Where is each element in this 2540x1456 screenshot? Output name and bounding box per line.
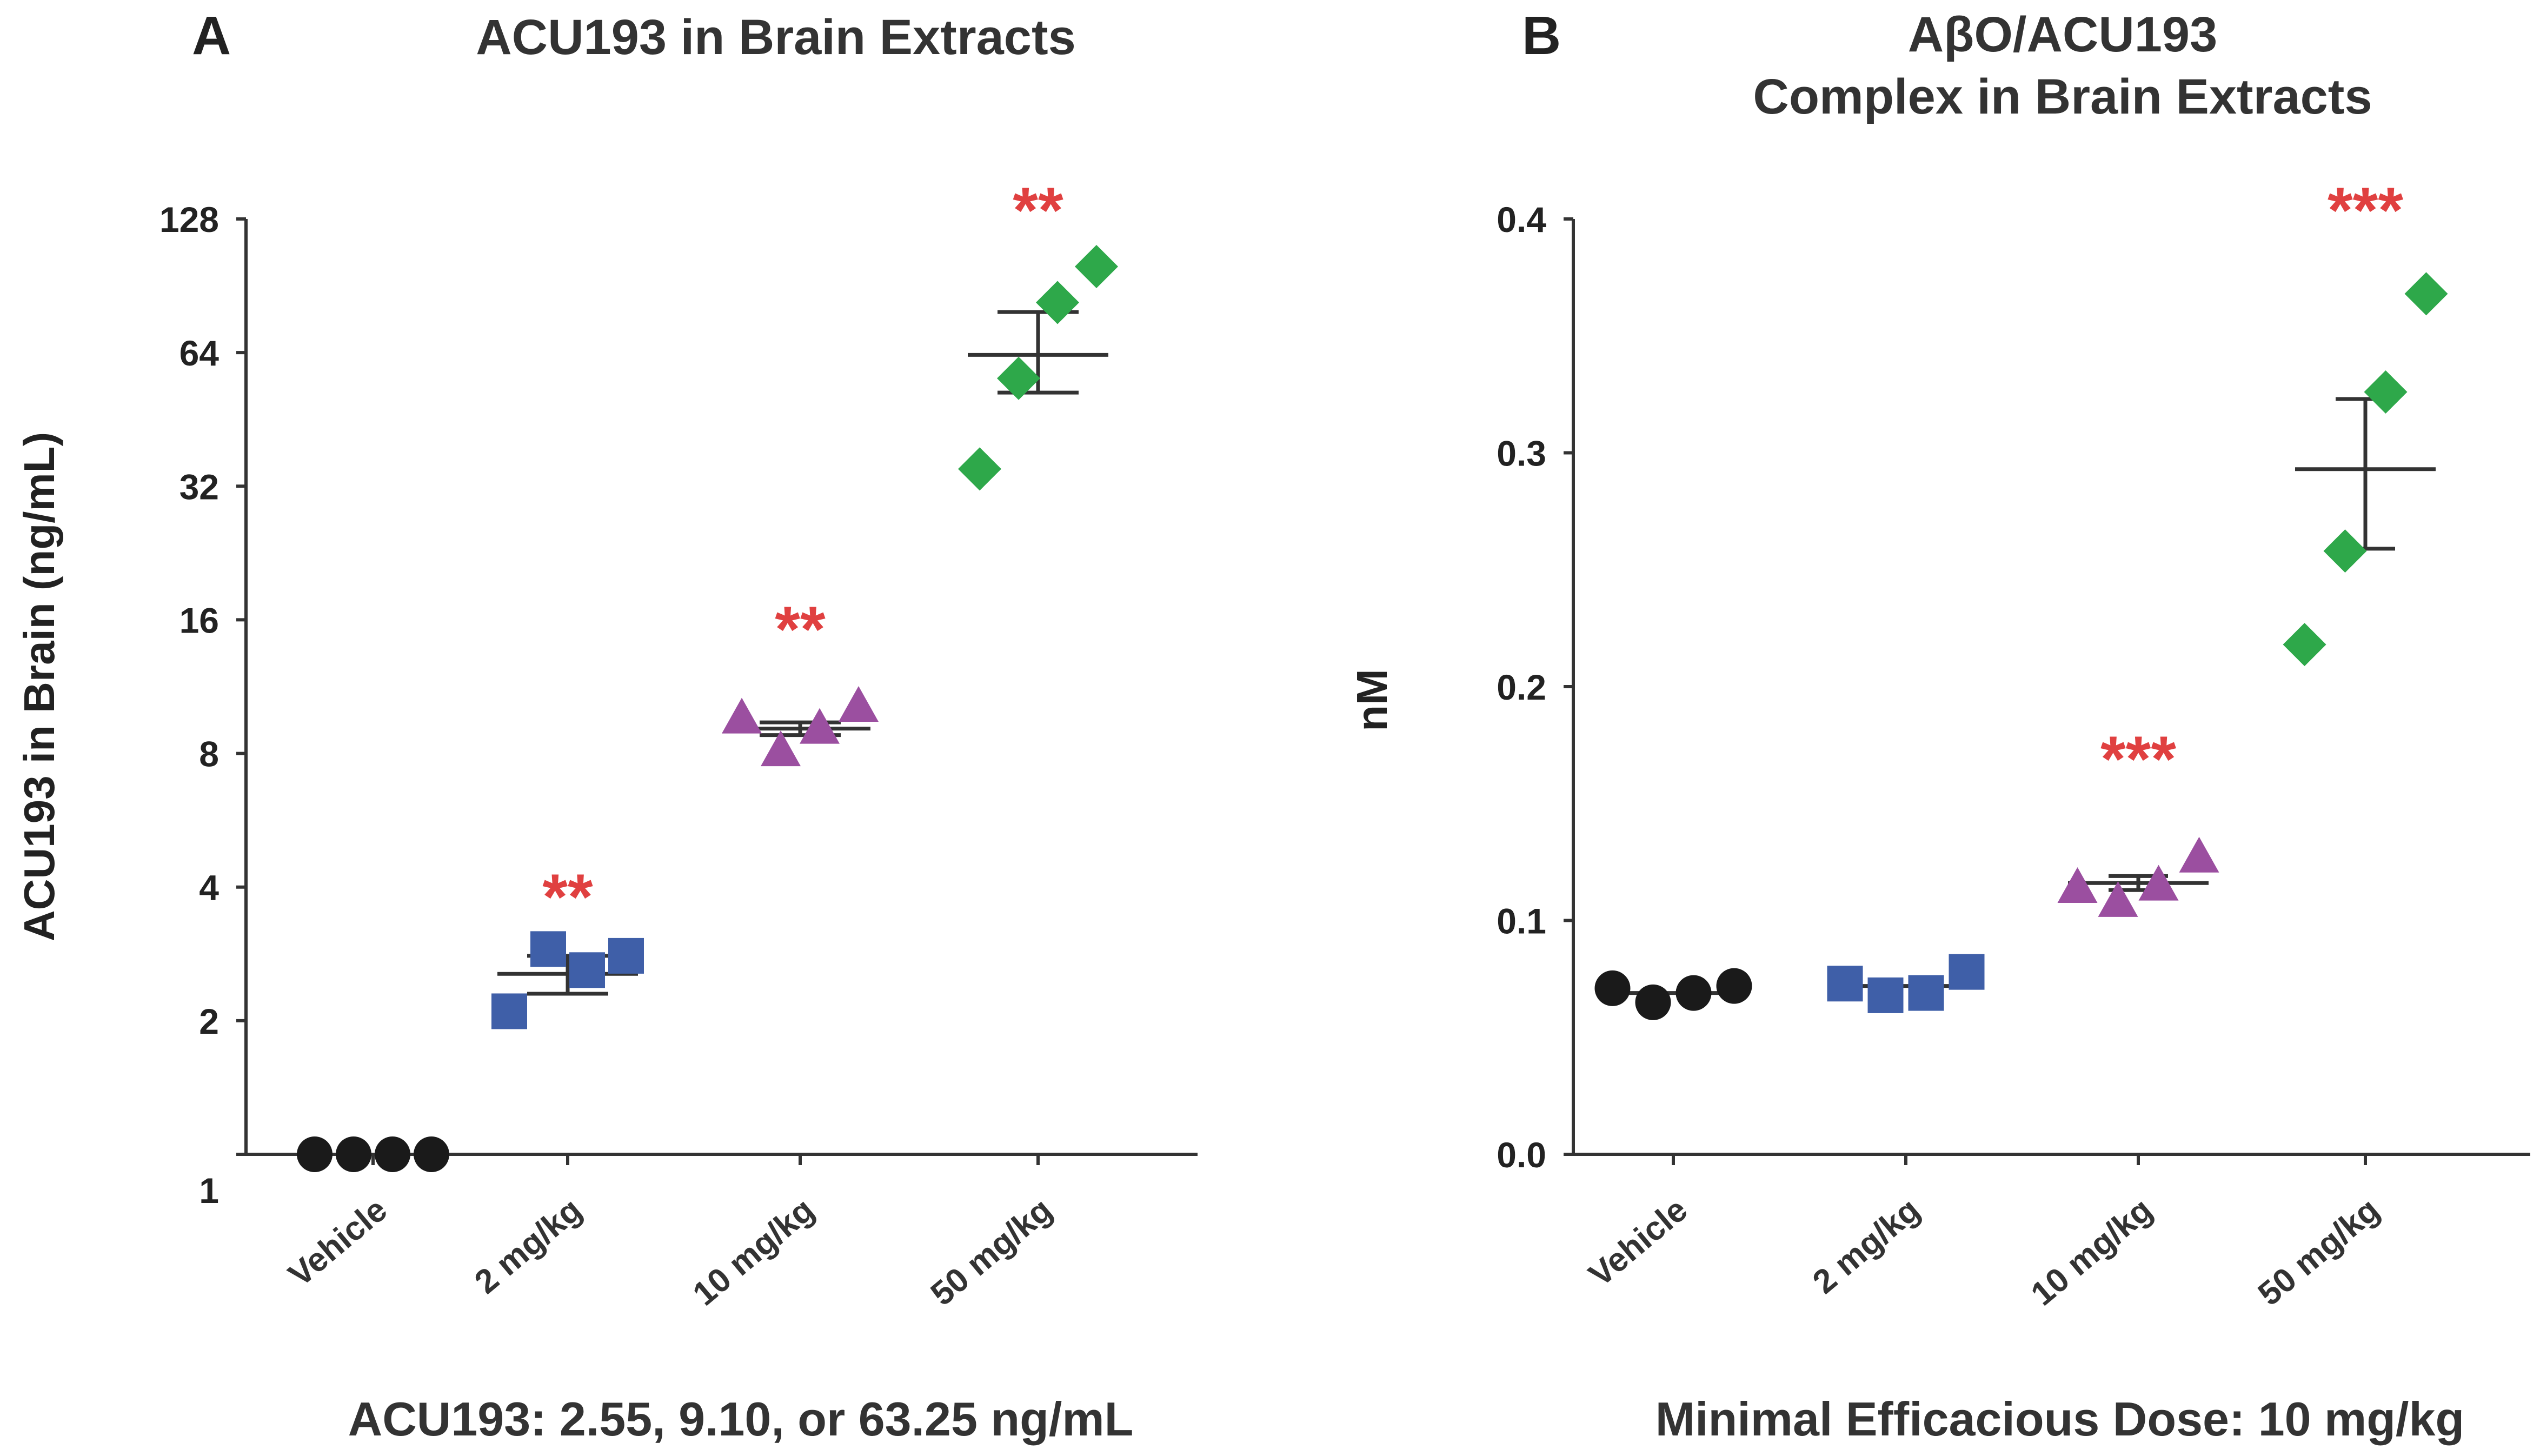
- panel-b-x-tick-label-vehicle: Vehicle: [1582, 1191, 1694, 1294]
- panel-a-y-tick-label-32: 32: [179, 467, 219, 507]
- panel-b-footnote: Minimal Efficacious Dose: 10 mg/kg: [1655, 1392, 2464, 1446]
- panel-a-y-tick-label-64: 64: [179, 333, 220, 373]
- panel-a-point-10-mg-kg-4: [839, 686, 879, 722]
- panel-a-point-50-mg-kg-4: [1075, 245, 1118, 289]
- panel-a-y-axis-label: ACU193 in Brain (ng/mL): [15, 432, 63, 941]
- panel-a-y-tick-label-16: 16: [179, 600, 219, 640]
- panel-a-y-ticks: 1 2 4 8 16 32 64 128: [159, 200, 246, 1211]
- panel-b-point-vehicle-2: [1635, 984, 1671, 1020]
- panel-a: A ACU193 in Brain Extracts ACU193 in Bra…: [15, 5, 1198, 1446]
- panel-a-x-tick-label-10-mg-kg: 10 mg/kg: [686, 1191, 821, 1313]
- panel-b-title-line-1: AβO/ACU193: [1908, 7, 2218, 62]
- panel-a-point-10-mg-kg-2: [761, 730, 801, 767]
- panel-b-x-tick-label-10-mg-kg: 10 mg/kg: [2024, 1191, 2159, 1313]
- panel-b-point-10-mg-kg-2: [2098, 881, 2138, 917]
- panel-b-y-ticks: 0.0 0.1 0.2 0.3 0.4: [1497, 200, 1573, 1175]
- panel-b-y-axis-label: nM: [1348, 669, 1396, 732]
- panel-a-y-tick-label-1: 1: [199, 1171, 219, 1211]
- panel-b-x-tick-label-50-mg-kg: 50 mg/kg: [2251, 1191, 2386, 1313]
- panel-b-point-10-mg-kg-4: [2179, 836, 2219, 873]
- panel-b-x-ticks: Vehicle 2 mg/kg 10 mg/kg 50 mg/kg: [1582, 1154, 2386, 1313]
- panel-a-point-10-mg-kg-1: [722, 697, 762, 734]
- panel-a-plot-area: ** ** **: [297, 174, 1118, 1172]
- panel-b-plot-area: *** ***: [1594, 174, 2448, 1020]
- panel-a-point-10-mg-kg-3: [800, 708, 840, 744]
- panel-a-letter: A: [192, 5, 231, 66]
- panel-a-title: ACU193 in Brain Extracts: [476, 10, 1076, 65]
- panel-b-x-tick-label-2-mg-kg: 2 mg/kg: [1806, 1191, 1927, 1301]
- panel-b-point-vehicle-4: [1716, 968, 1752, 1004]
- panel-a-point-50-mg-kg-3: [1036, 281, 1079, 324]
- panel-a-x-axis: Vehicle 2 mg/kg 10 mg/kg 50 mg/kg: [246, 1153, 1198, 1313]
- panel-b-point-50-mg-kg-4: [2404, 272, 2448, 316]
- panel-b-y-tick-label-0-0: 0.0: [1497, 1135, 1546, 1175]
- panel-a-point-50-mg-kg-1: [958, 447, 1001, 491]
- panel-a-significance-2-mg-kg: **: [542, 861, 593, 933]
- panel-b-y-axis: 0.0 0.1 0.2 0.3 0.4: [1497, 200, 1575, 1175]
- panel-a-significance-50-mg-kg: **: [1013, 174, 1063, 247]
- panel-b-y-tick-label-0-1: 0.1: [1497, 901, 1546, 941]
- panel-b-letter: B: [1522, 5, 1561, 66]
- panel-b-x-axis: Vehicle 2 mg/kg 10 mg/kg 50 mg/kg: [1573, 1153, 2530, 1313]
- panel-a-x-ticks: Vehicle 2 mg/kg 10 mg/kg 50 mg/kg: [282, 1154, 1059, 1313]
- panel-b-point-2-mg-kg-4: [1949, 954, 1985, 990]
- panel-a-point-vehicle-3: [375, 1136, 410, 1172]
- panel-a-point-vehicle-1: [297, 1136, 333, 1172]
- panel-b-point-10-mg-kg-3: [2138, 865, 2179, 901]
- panel-a-y-tick-label-2: 2: [199, 1001, 219, 1041]
- panel-a-y-tick-label-128: 128: [159, 200, 219, 240]
- panel-a-x-tick-label-vehicle: Vehicle: [282, 1191, 394, 1294]
- panel-b-point-50-mg-kg-1: [2283, 623, 2326, 667]
- panel-a-significance-10-mg-kg: **: [775, 593, 826, 666]
- panel-b-significance-50-mg-kg: ***: [2328, 174, 2403, 247]
- panel-b-title-line-2: Complex in Brain Extracts: [1753, 69, 2372, 124]
- panel-a-point-vehicle-4: [414, 1136, 449, 1172]
- panel-a-point-2-mg-kg-4: [608, 938, 644, 974]
- panel-a-x-tick-label-2-mg-kg: 2 mg/kg: [468, 1191, 589, 1301]
- panel-a-point-vehicle-2: [336, 1136, 371, 1172]
- panel-a-y-tick-label-4: 4: [199, 868, 219, 908]
- panel-a-footnote: ACU193: 2.55, 9.10, or 63.25 ng/mL: [348, 1392, 1134, 1446]
- panel-b-point-50-mg-kg-2: [2323, 529, 2367, 573]
- panel-b-y-tick-label-0-3: 0.3: [1497, 434, 1546, 474]
- panel-a-point-2-mg-kg-1: [491, 993, 527, 1029]
- panel-b-point-50-mg-kg-3: [2364, 370, 2408, 414]
- panel-b-point-2-mg-kg-3: [1908, 975, 1944, 1011]
- panel-b: B AβO/ACU193 Complex in Brain Extracts n…: [1348, 5, 2530, 1446]
- panel-b-y-tick-label-0-2: 0.2: [1497, 667, 1546, 707]
- panel-b-point-2-mg-kg-2: [1867, 977, 1904, 1013]
- panel-a-y-axis: 1 2 4 8 16 32 64 128: [159, 200, 248, 1211]
- panel-a-point-2-mg-kg-3: [569, 952, 605, 988]
- panel-a-point-50-mg-kg-2: [997, 356, 1040, 400]
- panel-b-point-vehicle-1: [1594, 970, 1631, 1006]
- panel-a-x-tick-label-50-mg-kg: 50 mg/kg: [924, 1191, 1059, 1313]
- panel-a-point-2-mg-kg-2: [530, 931, 566, 967]
- panel-b-point-2-mg-kg-1: [1827, 966, 1863, 1002]
- panel-b-point-10-mg-kg-1: [2057, 867, 2098, 903]
- panel-b-significance-10-mg-kg: ***: [2100, 723, 2176, 795]
- panel-a-y-tick-label-8: 8: [199, 734, 219, 774]
- panel-b-y-tick-label-0-4: 0.4: [1497, 200, 1546, 240]
- panel-b-point-vehicle-3: [1675, 975, 1712, 1011]
